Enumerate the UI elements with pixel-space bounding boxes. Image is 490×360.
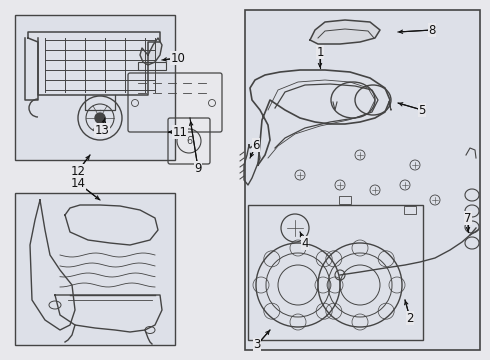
Circle shape bbox=[95, 113, 105, 123]
Bar bbox=[15, 15, 175, 160]
Text: 11: 11 bbox=[172, 126, 188, 139]
Text: 10: 10 bbox=[171, 51, 185, 64]
Bar bbox=[245, 10, 480, 350]
Bar bbox=[138, 62, 166, 70]
Text: 4: 4 bbox=[301, 237, 309, 249]
Text: 2: 2 bbox=[406, 311, 414, 324]
Text: 8: 8 bbox=[428, 23, 436, 36]
Text: 7: 7 bbox=[464, 212, 472, 225]
Text: 3: 3 bbox=[253, 338, 261, 351]
Text: 9: 9 bbox=[194, 162, 202, 175]
Polygon shape bbox=[310, 20, 380, 44]
Text: 12: 12 bbox=[71, 165, 85, 177]
Polygon shape bbox=[140, 38, 162, 65]
Text: 6: 6 bbox=[252, 139, 260, 152]
Text: 5: 5 bbox=[418, 104, 426, 117]
Text: 14: 14 bbox=[71, 176, 85, 189]
Bar bbox=[339, 196, 351, 204]
Text: 13: 13 bbox=[95, 123, 109, 136]
Text: 6: 6 bbox=[186, 136, 192, 146]
Bar bbox=[248, 205, 423, 340]
Bar bbox=[15, 193, 175, 345]
Text: 1: 1 bbox=[316, 45, 324, 59]
Bar bbox=[404, 206, 416, 214]
